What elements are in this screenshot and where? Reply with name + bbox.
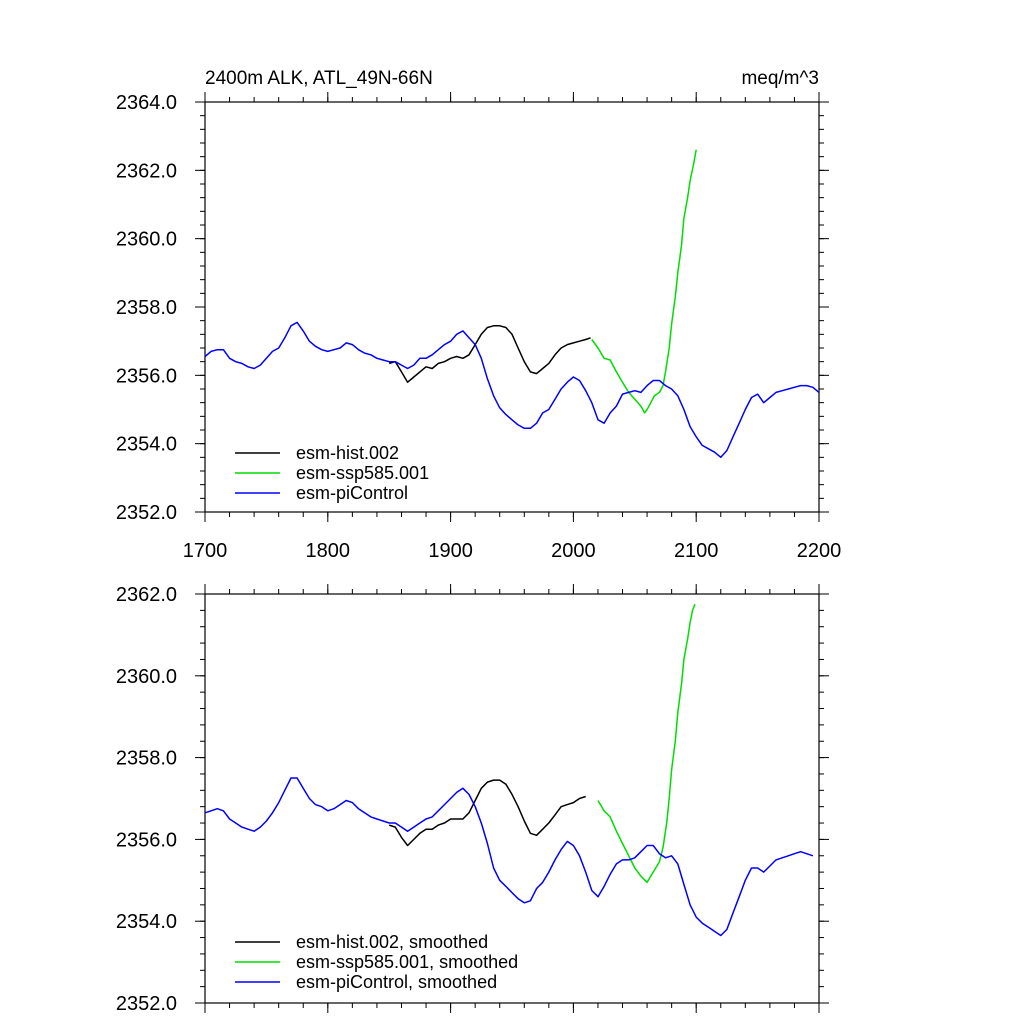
y-tick-label: 2356.0 [116, 829, 177, 851]
y-tick-label: 2362.0 [116, 160, 177, 182]
series-line-1 [388, 325, 591, 383]
legend-label-1: esm-hist.002 [296, 443, 399, 463]
series-line-3 [204, 777, 814, 937]
x-tick-label: 1900 [428, 540, 473, 562]
y-tick-label: 2360.0 [116, 666, 177, 688]
y-tick-label: 2358.0 [116, 748, 177, 770]
y-tick-label: 2360.0 [116, 229, 177, 251]
chart-title: 2400m ALK, ATL_49N-66N [205, 68, 433, 89]
series-line-1 [388, 779, 586, 847]
x-tick-label: 2200 [797, 540, 842, 562]
x-tick-label: 2000 [551, 540, 596, 562]
legend-label-1: esm-hist.002, smoothed [296, 932, 488, 952]
legend-label-2: esm-ssp585.001, smoothed [296, 952, 518, 972]
y-tick-label: 2358.0 [116, 297, 177, 319]
x-tick-label: 1700 [183, 540, 228, 562]
series-line-2 [597, 603, 696, 884]
chart-units: meq/m^3 [741, 68, 819, 89]
y-tick-label: 2362.0 [116, 584, 177, 606]
y-tick-label: 2352.0 [116, 993, 177, 1015]
chart-panel-2: 2352.0 2354.0 2356.0 2358.0 2360.0 2362.0 esm-… [116, 584, 829, 1015]
x-tick-label: 1800 [306, 540, 351, 562]
series-line-2 [591, 149, 697, 414]
legend-label-2: esm-ssp585.001 [296, 463, 429, 483]
series-line-3 [204, 321, 820, 459]
y-tick-label: 2354.0 [116, 434, 177, 456]
legend-label-3: esm-piControl, smoothed [296, 972, 497, 992]
x-tick-label: 2100 [674, 540, 719, 562]
chart-panel-1: 2352.0 2354.0 2356.0 2358.0 2360.0 2362.0 2364… [116, 68, 841, 562]
y-tick-label: 2352.0 [116, 502, 177, 524]
y-tick-label: 2356.0 [116, 365, 177, 387]
plot-frame [204, 593, 820, 1004]
legend-label-3: esm-piControl [296, 483, 408, 503]
y-tick-label: 2364.0 [116, 92, 177, 114]
y-tick-label: 2354.0 [116, 911, 177, 933]
